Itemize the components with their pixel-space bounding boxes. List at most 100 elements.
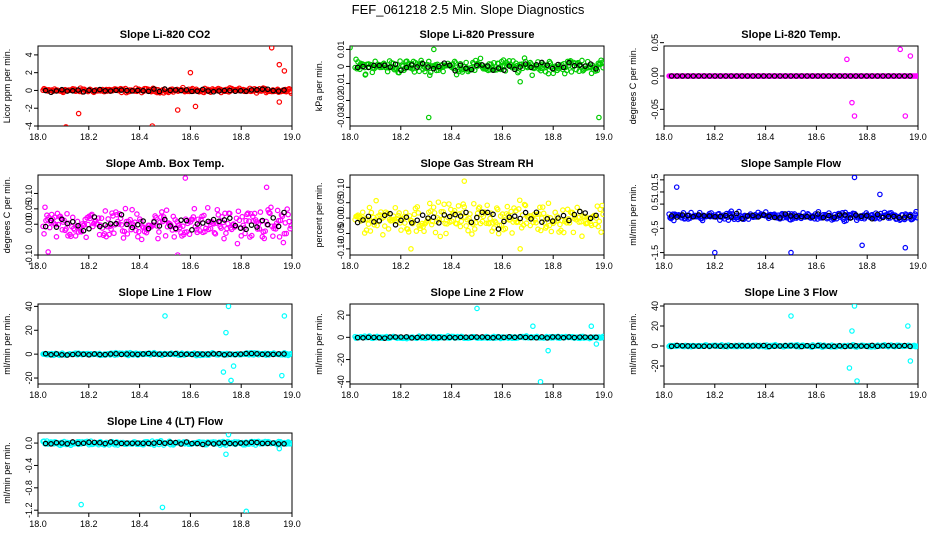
x-tick-label: 18.4 [443,261,461,271]
reference-point [501,67,507,73]
reference-point [414,217,421,224]
reference-point [86,351,92,358]
outlier-point [844,56,850,63]
reference-point [91,439,98,446]
x-tick-label: 18.8 [544,261,562,271]
outlier-point [905,323,911,329]
reference-point [48,217,54,224]
reference-point [560,64,567,71]
data-point [122,205,129,212]
reference-point [755,73,762,79]
data-point [156,229,162,235]
reference-point [365,213,372,220]
outlier-point [63,124,69,126]
data-point [396,210,402,216]
reference-point [511,334,518,341]
reference-point [243,226,249,233]
plot-frame [349,174,605,256]
data-point [288,90,292,96]
reference-point [53,224,60,230]
reference-point [436,334,442,341]
data-point [180,223,186,229]
data-point [504,203,511,210]
reference-point [167,351,174,357]
data-point [476,204,483,210]
outlier-point [276,99,283,105]
y-axis-label: percent per min. [314,182,324,247]
data-point [374,222,380,229]
data-point [284,206,291,212]
panel-4: Slope Amb. Box Temp. 18.0 18.2 18.4 18.6 18.8… [2,158,301,271]
data-point [483,220,490,227]
reference-point [853,343,859,349]
reference-point [167,223,174,229]
reference-point [668,73,675,79]
panel-6: Slope Sample Flow 18.0 18.2 18.4 18.6 18.8 19.… [628,158,927,271]
reference-point [227,351,233,357]
reference-point [809,214,816,220]
y-tick-label: 20 [24,325,34,335]
y-axis-label: degrees C per min. [2,177,12,254]
reference-point [441,212,448,218]
reference-point [907,343,913,350]
reference-point [392,61,399,68]
reference-point [885,73,892,79]
data-point [137,218,144,225]
y-tick-label: -4 [24,122,34,130]
data-point [115,221,122,227]
reference-point [874,211,881,218]
reference-point [695,73,702,79]
panel-title: Slope Li-820 Pressure [420,29,535,41]
reference-point [495,65,502,71]
y-tick-label: -1.5 [650,245,660,261]
x-tick-label: 18.6 [182,261,200,271]
x-tick-label: 18.2 [80,390,98,400]
outlier-point [408,246,414,252]
data-point [578,218,584,225]
reference-point [151,86,157,92]
data-point [579,233,585,240]
reference-point [788,342,794,349]
reference-point [555,215,561,221]
y-tick-label: 0.10 [336,179,346,197]
data-point [598,229,604,235]
data-point [493,219,499,226]
reference-point [587,215,594,222]
data-point [455,203,462,209]
reference-point [463,334,469,341]
reference-point [409,335,415,341]
reference-point [430,214,437,221]
reference-point [371,219,377,225]
data-point [138,236,145,243]
reference-point [167,439,174,446]
data-point [463,223,469,229]
reference-point [517,334,523,340]
y-tick-label: -2 [24,104,34,112]
data-point [443,230,449,237]
data-point [402,220,408,226]
data-point [540,210,547,217]
reference-point [901,214,908,220]
panel-title: Slope Line 2 Flow [431,287,524,299]
data-point [268,204,274,211]
outlier-point [276,445,283,452]
reference-point [264,221,271,228]
x-tick-label: 18.4 [131,261,149,271]
reference-point [140,351,146,357]
data-point [257,209,264,215]
reference-point [102,87,109,94]
reference-point [528,334,534,341]
data-point [108,226,114,232]
reference-point [281,209,287,216]
y-tick-label: 0.00 [650,67,660,85]
reference-point [162,216,168,223]
plot-frame [349,45,605,127]
data-point [266,209,272,216]
reference-point [91,214,98,220]
reference-point [371,334,377,341]
reference-point [782,73,789,79]
y-tick-label: -0.05 [650,99,660,120]
reference-point [97,439,103,446]
reference-point [178,441,184,447]
reference-point [712,73,718,79]
